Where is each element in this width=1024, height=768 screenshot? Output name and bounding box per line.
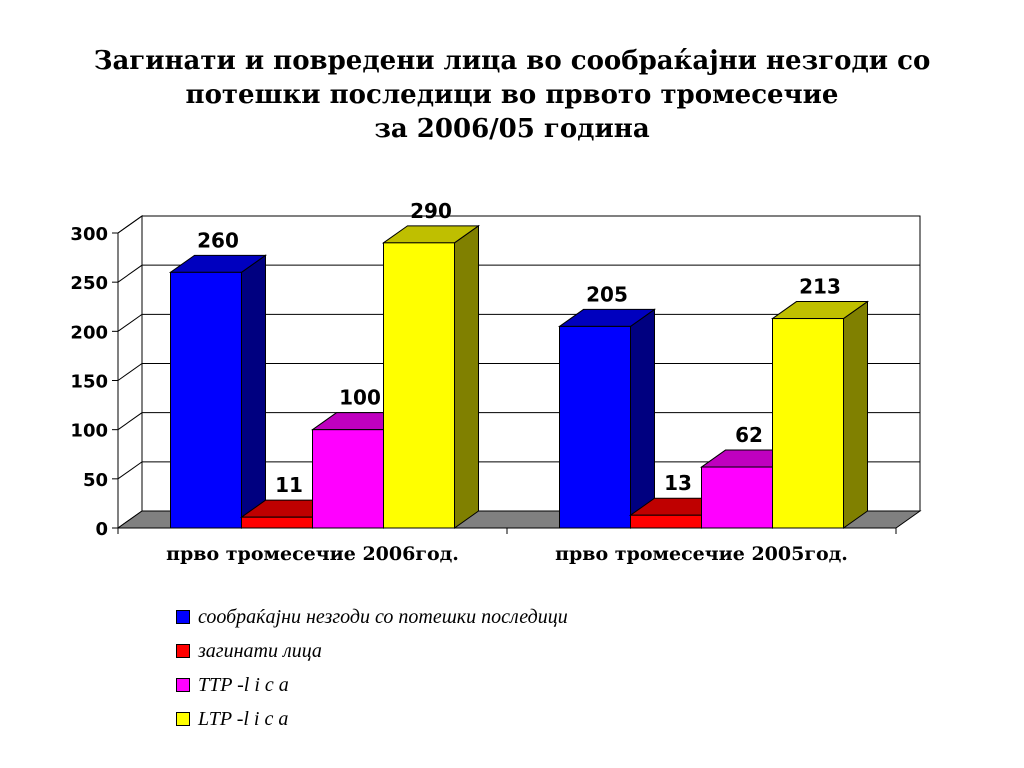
legend-item: TTP -l i c a — [176, 668, 568, 702]
bar-side — [630, 308, 655, 529]
legend-item: загинати лица — [176, 634, 568, 668]
legend-swatch — [176, 678, 190, 692]
gridline — [117, 264, 920, 283]
data-label: 290 — [410, 199, 452, 223]
legend-item: сообраќајни незгоди со потешки последици — [176, 600, 568, 634]
data-label: 213 — [799, 275, 841, 299]
chart-title: Загинати и повредени лица во сообраќајни… — [40, 44, 984, 146]
y-tick-label: 250 — [70, 273, 108, 294]
data-label: 205 — [586, 282, 628, 306]
legend-swatch — [176, 712, 190, 726]
legend-item: LTP -l i c a — [176, 702, 568, 736]
bar — [559, 325, 631, 529]
title-line-3: за 2006/05 година — [374, 114, 650, 144]
data-label: 100 — [339, 386, 381, 410]
bar — [312, 429, 384, 529]
legend-label: TTP -l i c a — [198, 673, 289, 696]
bar — [241, 516, 313, 529]
bar-side — [843, 300, 868, 529]
bar — [701, 466, 773, 529]
bar — [630, 514, 702, 529]
gridline — [117, 461, 920, 480]
legend-label: LTP -l i c a — [198, 707, 289, 730]
gridline — [117, 412, 920, 431]
legend: сообраќајни незгоди со потешки последици… — [176, 600, 568, 736]
data-label: 11 — [275, 473, 303, 497]
y-tick-label: 100 — [70, 421, 108, 442]
data-label: 13 — [664, 471, 692, 495]
legend-label: загинати лица — [198, 639, 322, 662]
bar — [170, 271, 242, 529]
title-line-2: потешки последици во првото тромесечие — [185, 80, 839, 110]
gridline — [117, 313, 920, 332]
legend-swatch — [176, 610, 190, 624]
title-line-1: Загинати и повредени лица во сообраќајни… — [93, 46, 931, 76]
data-label: 260 — [197, 228, 239, 252]
gridline — [117, 215, 920, 234]
legend-label: сообраќајни незгоди со потешки последици — [198, 605, 568, 628]
bar — [383, 242, 455, 529]
bar — [772, 318, 844, 529]
y-tick-label: 50 — [83, 470, 108, 491]
bar-side — [454, 224, 479, 529]
y-tick-label: 150 — [70, 372, 108, 393]
y-tick-label: 200 — [70, 322, 108, 343]
legend-swatch — [176, 644, 190, 658]
x-tick-label: прво тромесечие 2006год. — [166, 543, 459, 565]
x-tick-label: прво тромесечие 2005год. — [555, 543, 848, 565]
bar-side — [241, 254, 266, 529]
y-tick-label: 300 — [70, 224, 108, 245]
y-tick-label: 0 — [95, 519, 108, 540]
gridline — [117, 363, 920, 381]
data-label: 62 — [735, 423, 763, 447]
